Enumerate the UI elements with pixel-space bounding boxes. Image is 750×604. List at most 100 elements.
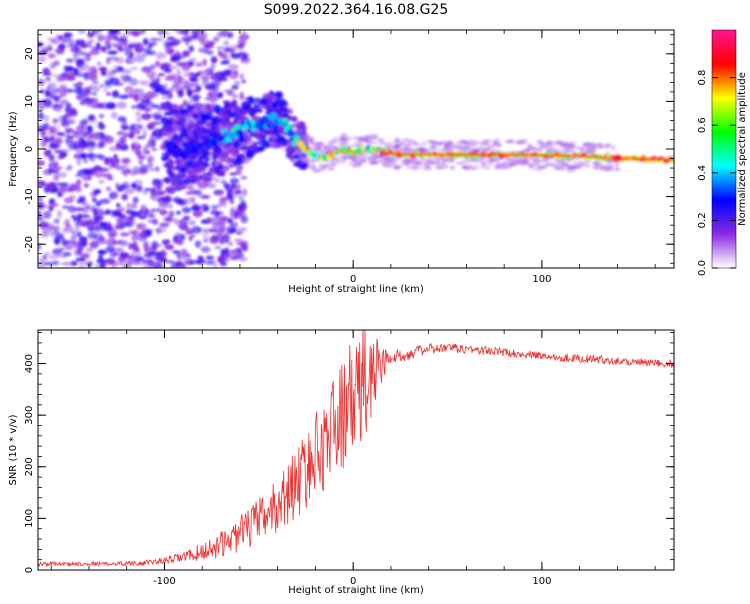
- spectrogram-cell: [448, 147, 457, 150]
- spectrogram-cell: [119, 135, 127, 144]
- spectrogram-cell: [105, 228, 116, 232]
- spectrogram-cell: [194, 259, 202, 264]
- spectrogram-cell: [209, 235, 220, 244]
- spectrogram-cell: [192, 131, 198, 139]
- spectrogram-cell: [155, 208, 161, 212]
- y-tick-label: 200: [24, 457, 35, 476]
- spectrogram-cell: [214, 162, 220, 166]
- spectrogram-cell: [67, 205, 75, 212]
- spectrogram-cell: [217, 141, 226, 148]
- spectrogram-cell: [55, 106, 63, 113]
- spectrogram-cell: [160, 248, 166, 257]
- spectrogram-cell: [79, 120, 90, 125]
- spectrogram-cell: [434, 141, 444, 145]
- spectrogram-cell: [158, 222, 170, 228]
- spectrogram-cell: [238, 204, 244, 211]
- spectrogram-cell: [80, 100, 87, 105]
- spectrogram-cell: [615, 162, 620, 167]
- spectrogram-cell: [80, 252, 91, 259]
- spectrogram-cell: [151, 196, 158, 202]
- spectrogram-cell: [93, 30, 104, 33]
- spectrogram-cell: [121, 157, 131, 165]
- spectrogram-cell: [227, 158, 234, 163]
- spectrogram-cell: [93, 170, 105, 178]
- spectrogram-cell: [114, 247, 125, 253]
- spectrogram-cell: [223, 40, 230, 47]
- spectrogram-cell: [181, 36, 192, 43]
- spectrogram-cell: [202, 179, 211, 187]
- spectrogram-cell: [205, 255, 215, 260]
- spectrogram-cell: [221, 179, 227, 185]
- spectrogram-cell: [434, 165, 445, 169]
- spectrogram-cell: [205, 260, 216, 265]
- spectrogram-cell: [295, 124, 305, 129]
- spectrogram-cell: [91, 92, 97, 96]
- spectrogram-cell: [38, 196, 44, 201]
- spectrogram-cell: [121, 193, 129, 201]
- spectrogram-cell: [45, 76, 51, 82]
- spectrogram-cell: [63, 221, 68, 225]
- x-tick-label: -100: [153, 576, 176, 587]
- spectrogram-cell: [566, 165, 577, 169]
- spectrogram-cell: [129, 168, 139, 177]
- spectrogram-cell: [47, 167, 53, 175]
- spectrogram-cell: [381, 140, 386, 146]
- spectrogram-cell: [434, 160, 441, 165]
- spectrogram-cell: [87, 226, 95, 232]
- spectrogram-cell: [237, 130, 244, 137]
- spectrogram-cell: [433, 157, 440, 160]
- spectrogram-cell: [353, 140, 361, 146]
- spectrogram-cell: [354, 161, 361, 165]
- spectrogram-cell: [239, 256, 248, 262]
- spectrogram-cell: [192, 210, 203, 218]
- spectrogram-cell: [140, 124, 147, 131]
- spectrogram-cell: [79, 123, 88, 131]
- spectrogram-cell: [350, 157, 357, 162]
- spectrogram-cell: [192, 205, 201, 210]
- spectrogram-cell: [233, 71, 239, 76]
- spectrogram-cell: [586, 150, 592, 155]
- spectrogram-cell: [46, 43, 53, 51]
- spectrogram-cell: [187, 60, 195, 66]
- spectrogram-cell: [74, 148, 85, 153]
- spectrogram-cell: [152, 79, 160, 83]
- spectrogram-cell: [93, 189, 102, 194]
- spectrogram-cell: [52, 248, 63, 255]
- spectrogram-cell: [202, 230, 210, 239]
- spectrogram-cell: [44, 89, 49, 98]
- spectrogram-cell: [374, 159, 383, 162]
- spectrogram-cell: [74, 207, 85, 212]
- spectrogram-cell: [139, 222, 147, 231]
- spectrogram-cell: [97, 250, 105, 254]
- spectrogram-cell: [418, 157, 429, 161]
- spectrogram-cell: [240, 146, 248, 151]
- spectrogram-cell: [316, 145, 322, 151]
- spectrogram-cell: [67, 43, 77, 48]
- spectrogram-cell: [338, 141, 348, 146]
- spectrogram-cell: [93, 215, 101, 219]
- spectrogram-cell: [78, 242, 85, 250]
- spectrogram-cell: [597, 143, 607, 147]
- spectrogram-cell: [308, 140, 314, 143]
- spectrogram-cell: [65, 241, 74, 249]
- spectrogram-cell: [90, 70, 97, 79]
- spectrogram-cell: [133, 144, 143, 151]
- spectrogram-cell: [220, 128, 227, 134]
- spectrogram-cell: [42, 122, 50, 131]
- spectrogram-cell: [517, 139, 527, 145]
- spectrogram-cell: [225, 146, 230, 153]
- spectrogram-cell: [497, 163, 505, 167]
- spectrogram-cell: [270, 134, 278, 140]
- spectrogram-cell: [211, 84, 219, 93]
- spectrogram-cell: [384, 143, 392, 149]
- colorbar-tick-label: 0.4: [697, 165, 708, 181]
- spectrogram-cell: [105, 102, 117, 109]
- spectrogram-cell: [241, 155, 246, 164]
- spectrogram-cell: [240, 34, 247, 43]
- spectrogram-cell: [213, 190, 224, 196]
- spectrogram-cell: [133, 256, 144, 262]
- spectrogram-cell: [223, 69, 232, 75]
- spectrogram-cell: [127, 243, 135, 250]
- spectrogram-cell: [461, 166, 469, 170]
- spectrogram-cell: [216, 236, 222, 240]
